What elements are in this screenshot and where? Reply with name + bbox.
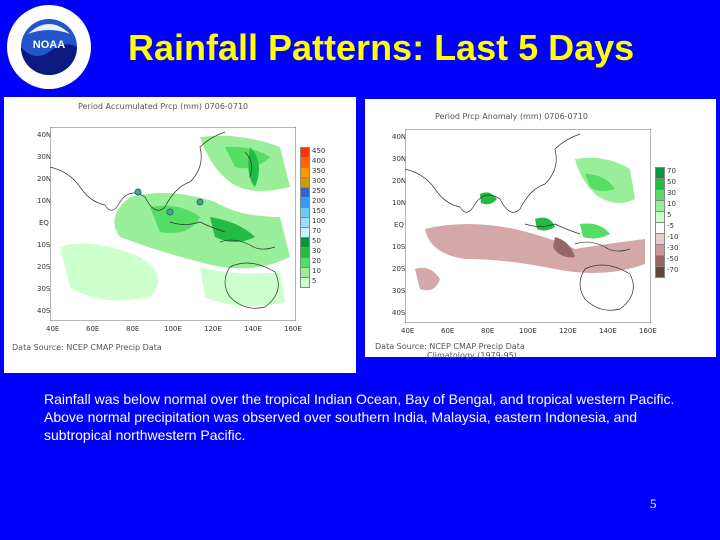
lat-label: 30S xyxy=(392,287,406,295)
lat-label: 10N xyxy=(37,197,52,205)
legend-label: 5 xyxy=(312,277,317,285)
coastlines xyxy=(50,131,279,309)
legend-label: 70 xyxy=(667,167,676,175)
legend-label: 50 xyxy=(667,178,676,186)
lat-label: 40S xyxy=(37,307,51,315)
lon-label: 160E xyxy=(639,327,657,335)
legend-swatch xyxy=(655,266,665,278)
legend-label: 70 xyxy=(312,227,321,235)
legend-label: 100 xyxy=(312,217,326,225)
slide-body-text: Rainfall was below normal over the tropi… xyxy=(44,391,675,443)
right-map-climatology: Climatology (1979-95) xyxy=(427,351,517,360)
lon-label: 120E xyxy=(204,325,222,333)
legend-label: 250 xyxy=(312,187,326,195)
left-map-source: Data Source: NCEP CMAP Precip Data xyxy=(12,343,162,352)
legend-label: -50 xyxy=(667,255,679,263)
rain-centers xyxy=(134,188,204,216)
legend-label: 150 xyxy=(312,207,326,215)
coastlines xyxy=(405,133,634,311)
legend-label: 400 xyxy=(312,157,326,165)
page-number: 5 xyxy=(650,496,657,511)
legend-label: 20 xyxy=(312,257,321,265)
lat-label: 30S xyxy=(37,285,51,293)
legend-label: 200 xyxy=(312,197,326,205)
lon-label: 140E xyxy=(244,325,262,333)
lon-label: 40E xyxy=(46,325,60,333)
lon-label: 160E xyxy=(284,325,302,333)
lon-label: 100E xyxy=(519,327,537,335)
logo-text: NOAA xyxy=(33,39,65,51)
lat-label: 40N xyxy=(392,133,407,141)
legend-label: -5 xyxy=(667,222,674,230)
lon-label: 140E xyxy=(599,327,617,335)
lon-label: 60E xyxy=(441,327,455,335)
legend-label: 10 xyxy=(667,200,676,208)
lon-label: 80E xyxy=(126,325,140,333)
anomaly-map xyxy=(405,129,651,323)
noaa-logo: NOAA xyxy=(7,5,91,89)
lon-label: 40E xyxy=(401,327,415,335)
lon-label: 100E xyxy=(164,325,182,333)
anomaly-map-panel: Period Prcp Anomaly (mm) 0706-0710 40N 3… xyxy=(365,99,716,360)
legend-label: 350 xyxy=(312,167,326,175)
legend-label: 5 xyxy=(667,211,672,219)
lat-label: EQ xyxy=(39,219,49,227)
lat-label: 10S xyxy=(392,243,406,251)
legend-label: -70 xyxy=(667,266,679,274)
lat-label: 20N xyxy=(37,175,52,183)
lat-label: EQ xyxy=(394,221,404,229)
anomaly-legend: 70 50 30 10 5 -5 -10 -30 -50 -70 xyxy=(655,167,695,287)
lat-label: 20S xyxy=(392,265,406,273)
legend-label: 30 xyxy=(667,189,676,197)
lat-label: 30N xyxy=(37,153,52,161)
left-map-title: Period Accumulated Prcp (mm) 0706-0710 xyxy=(78,102,249,111)
lon-label: 60E xyxy=(86,325,100,333)
rainfall-map-panel: Period Accumulated Prcp (mm) 0706-0710 4… xyxy=(4,97,356,373)
right-map-title: Period Prcp Anomaly (mm) 0706-0710 xyxy=(435,112,588,121)
rainfall-legend: 450 400 350 300 250 200 150 100 70 50 30 20 10 5 xyxy=(300,147,340,297)
legend-label: 30 xyxy=(312,247,321,255)
legend-label: -10 xyxy=(667,233,679,241)
right-map-source: Data Source: NCEP CMAP Precip Data xyxy=(375,342,525,351)
legend-label: 10 xyxy=(312,267,321,275)
legend-swatch xyxy=(300,277,310,288)
lat-label: 30N xyxy=(392,155,407,163)
lat-label: 20N xyxy=(392,177,407,185)
dry-areas xyxy=(415,224,645,291)
legend-label: -30 xyxy=(667,244,679,252)
lat-label: 40S xyxy=(392,309,406,317)
lat-label: 10S xyxy=(37,241,51,249)
rainfall-map xyxy=(50,127,296,321)
slide-title: Rainfall Patterns: Last 5 Days xyxy=(128,27,635,68)
lat-label: 20S xyxy=(37,263,51,271)
legend-label: 50 xyxy=(312,237,321,245)
lat-label: 10N xyxy=(392,199,407,207)
rain-areas xyxy=(60,135,290,306)
lat-label: 40N xyxy=(37,131,52,139)
lon-label: 80E xyxy=(481,327,495,335)
legend-label: 450 xyxy=(312,147,326,155)
lon-label: 120E xyxy=(559,327,577,335)
legend-label: 300 xyxy=(312,177,326,185)
